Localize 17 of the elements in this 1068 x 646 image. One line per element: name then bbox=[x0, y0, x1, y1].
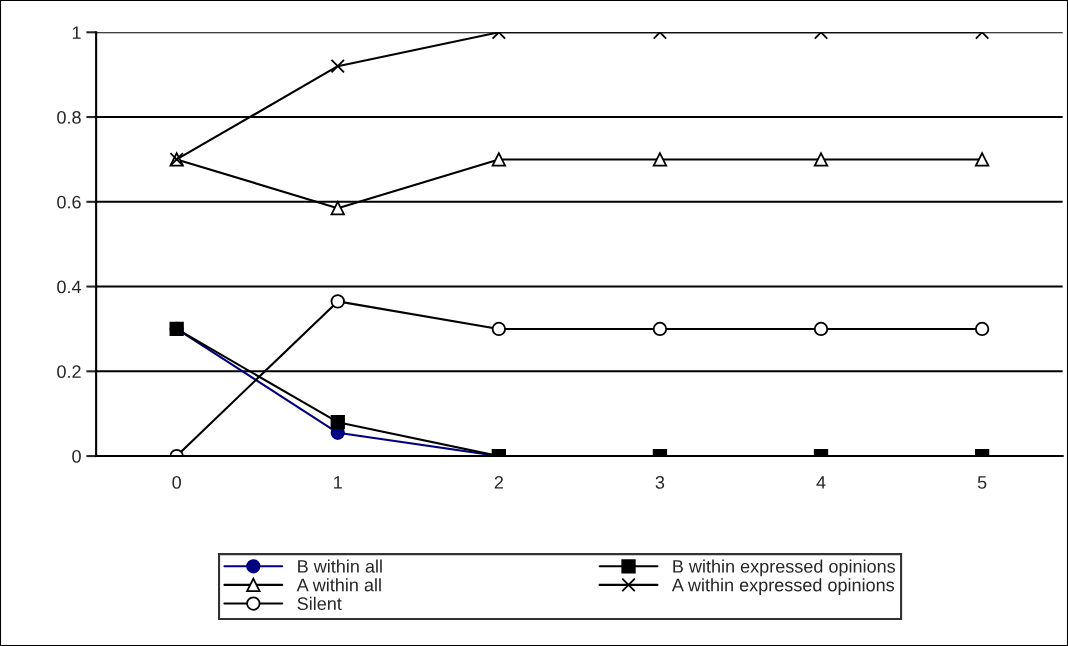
legend-label: B within all bbox=[298, 559, 382, 573]
legend-label: A within all bbox=[296, 578, 381, 592]
x-tick-label: 4 bbox=[816, 476, 826, 489]
x-tick-label: 1 bbox=[334, 476, 342, 489]
legend-label: A within expressed opinions bbox=[671, 578, 895, 595]
x-tick-label: 3 bbox=[655, 476, 665, 489]
y-tick-label: 1 bbox=[72, 26, 81, 39]
y-tick-label: 0.4 bbox=[57, 280, 82, 294]
y-tick-label: 0.6 bbox=[57, 195, 81, 209]
legend-label: B within expressed opinions bbox=[673, 559, 896, 577]
y-tick-label: 0 bbox=[72, 450, 81, 463]
x-tick-label: 2 bbox=[494, 476, 503, 489]
y-tick-label: 0.8 bbox=[57, 110, 81, 124]
y-tick-label: 0.2 bbox=[57, 365, 81, 379]
legend-label: Silent bbox=[297, 596, 342, 611]
x-tick-label: 0 bbox=[172, 476, 181, 489]
x-tick-label: 5 bbox=[977, 476, 987, 489]
